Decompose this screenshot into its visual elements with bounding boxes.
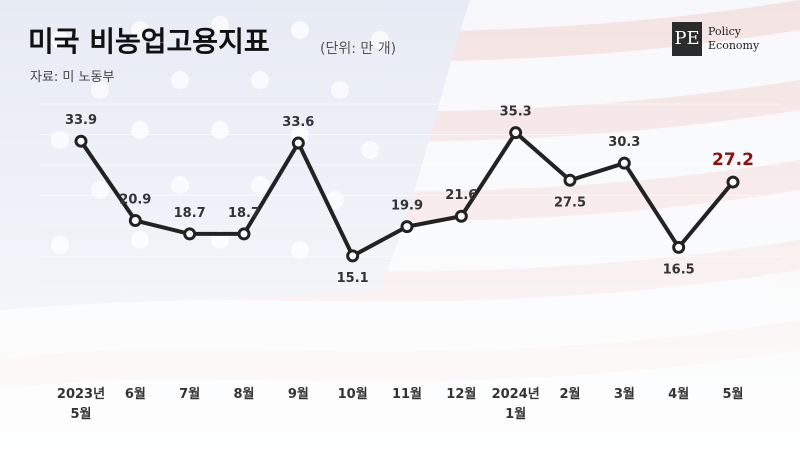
chart-title: 미국 비농업고용지표 — [28, 25, 270, 58]
x-tick-label: 1월 — [505, 406, 526, 422]
source-label: 자료: 미 노동부 — [30, 70, 115, 85]
logo-line-1: Policy — [708, 25, 741, 38]
data-point — [346, 249, 360, 263]
data-label: 19.9 — [391, 199, 423, 214]
data-label: 18.7 — [228, 206, 260, 221]
x-tick-label: 2월 — [559, 386, 580, 402]
policy-economy-logo: PE Policy Economy — [672, 22, 782, 58]
data-label: 27.5 — [554, 195, 586, 210]
data-point — [183, 227, 197, 241]
data-label: 21.6 — [445, 188, 477, 203]
data-label-layer: 33.9 20.9 18.7 18.7 33.6 15.1 19.9 21.6 35.3 27.5… — [65, 105, 754, 286]
x-tick-label: 7월 — [179, 386, 200, 402]
series-line-layer — [79, 130, 735, 258]
data-label: 33.6 — [282, 115, 314, 130]
x-tick-label: 10월 — [338, 386, 368, 402]
x-tick-label: 8월 — [233, 386, 254, 402]
x-tick-label: 6월 — [125, 386, 146, 402]
logo-mark: PE — [672, 22, 702, 56]
logo-line-2: Economy — [708, 39, 760, 52]
series-line — [79, 130, 735, 258]
x-tick-label: 2024년 — [492, 387, 540, 402]
data-point — [237, 227, 251, 241]
data-label: 30.3 — [608, 135, 640, 150]
logo-wordmark: Policy Economy — [708, 25, 759, 53]
data-point — [509, 126, 523, 140]
data-point — [400, 220, 414, 234]
data-label: 27.2 — [712, 150, 754, 170]
data-point — [672, 240, 686, 254]
data-point — [563, 173, 577, 187]
unit-label: (단위: 만 개) — [320, 41, 397, 57]
data-point — [726, 175, 740, 189]
data-point — [291, 136, 305, 150]
data-point-layer — [74, 126, 740, 263]
data-point — [74, 134, 88, 148]
x-tick-layer: 2023년 5월 6월 7월 8월 9월 10월 11월 12월 2024년 1월 2월 3월 4월 5월 — [57, 386, 744, 422]
x-tick-label: 5월 — [722, 386, 743, 402]
data-label: 20.9 — [119, 193, 151, 208]
x-tick-label: 9월 — [288, 386, 309, 402]
data-label: 18.7 — [174, 206, 206, 221]
data-point — [617, 156, 631, 170]
data-label: 16.5 — [663, 262, 695, 277]
data-label: 33.9 — [65, 113, 97, 128]
data-point — [454, 209, 468, 223]
data-point — [128, 214, 142, 228]
x-tick-label: 3월 — [614, 386, 635, 402]
x-tick-label: 12월 — [446, 386, 476, 402]
x-tick-label: 2023년 — [57, 387, 105, 402]
x-tick-label: 11월 — [392, 386, 422, 402]
x-tick-label: 4월 — [668, 386, 689, 402]
x-tick-label: 5월 — [70, 406, 91, 422]
data-label: 35.3 — [500, 105, 532, 120]
data-label: 15.1 — [337, 271, 369, 286]
